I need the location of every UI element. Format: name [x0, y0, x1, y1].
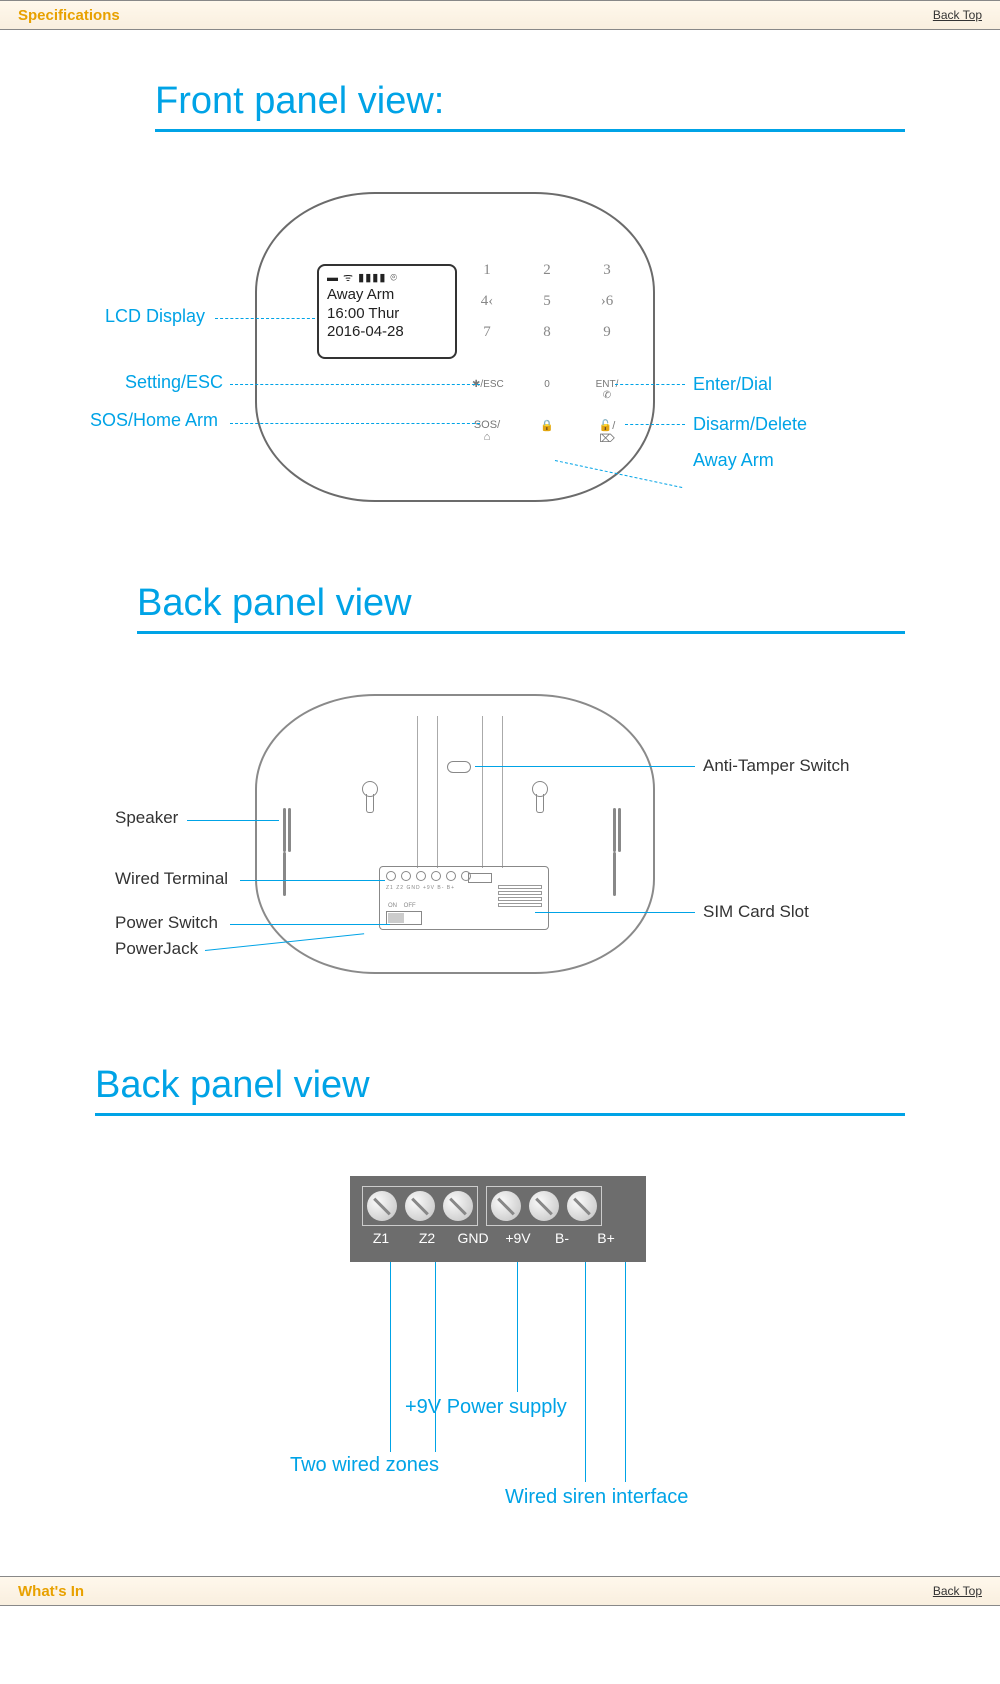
keypad: 1 2 3 4‹ 5 ›6 7 8 9	[472, 262, 622, 355]
leader	[230, 423, 480, 424]
divider	[502, 716, 503, 868]
back-diagram: Z1 Z2 GND +9V B- B+ ON OFF Speaker Wired…	[85, 694, 915, 1014]
screw-icon	[367, 1191, 397, 1221]
leader	[215, 318, 315, 319]
screw-icon	[443, 1191, 473, 1221]
callout-lcd: LCD Display	[105, 306, 205, 327]
key-arm[interactable]: 🔒	[532, 419, 562, 445]
divider	[417, 716, 418, 868]
key-4[interactable]: 4‹	[472, 293, 502, 310]
device-back: Z1 Z2 GND +9V B- B+ ON OFF	[255, 694, 655, 974]
divider	[437, 716, 438, 868]
leader	[625, 1262, 626, 1482]
term-label: Z1	[362, 1230, 400, 1246]
key-2[interactable]: 2	[532, 262, 562, 279]
term-label: B+	[588, 1230, 624, 1246]
front-title: Front panel view:	[155, 80, 915, 123]
key-0[interactable]: 0	[532, 379, 562, 401]
term-label: +9V	[500, 1230, 536, 1246]
terminal-block: Z1 Z2 GND +9V B- B+	[350, 1176, 646, 1262]
callout-zones: Two wired zones	[290, 1454, 439, 1477]
front-diagram: ▬ ᯤ ▮▮▮▮ ⌾ Away Arm 16:00 Thur 2016-04-2…	[85, 192, 915, 532]
lcd-line2: 16:00 Thur	[327, 305, 447, 324]
leader	[615, 384, 685, 385]
leader	[230, 384, 480, 385]
leader	[240, 880, 385, 881]
callout-power-supply: +9V Power supply	[405, 1396, 567, 1419]
key-8[interactable]: 8	[532, 324, 562, 341]
header-bar: Specifications Back Top	[0, 0, 1000, 30]
divider	[482, 716, 483, 868]
lcd-line3: 2016-04-28	[327, 323, 447, 342]
callout-pswitch: Power Switch	[115, 913, 218, 933]
screw-icon	[567, 1191, 597, 1221]
footer-bar: What's In Back Top	[0, 1576, 1000, 1606]
back-top-link[interactable]: Back Top	[933, 8, 982, 22]
footer-title: What's In	[18, 1583, 84, 1600]
fn-row2: SOS/⌂ 🔒 🔓/⌦	[472, 419, 622, 445]
key-7[interactable]: 7	[472, 324, 502, 341]
callout-pjack: PowerJack	[115, 939, 198, 959]
key-5[interactable]: 5	[532, 293, 562, 310]
device-front: ▬ ᯤ ▮▮▮▮ ⌾ Away Arm 16:00 Thur 2016-04-2…	[255, 192, 655, 502]
terminal-rule	[95, 1113, 905, 1116]
back-rule	[137, 631, 905, 634]
terminal-diagram: Z1 Z2 GND +9V B- B+ +9V Power supply Two…	[85, 1176, 915, 1526]
term-label: Z2	[408, 1230, 446, 1246]
callout-siren: Wired siren interface	[505, 1486, 688, 1509]
term-label: GND	[454, 1230, 492, 1246]
term-label: B-	[544, 1230, 580, 1246]
key-6[interactable]: ›6	[592, 293, 622, 310]
fn-row: ✱/ESC 0 ENT/✆	[472, 379, 622, 401]
lcd-display: ▬ ᯤ ▮▮▮▮ ⌾ Away Arm 16:00 Thur 2016-04-2…	[317, 264, 457, 359]
key-enter[interactable]: ENT/✆	[592, 379, 622, 401]
speaker-icon	[613, 808, 627, 852]
leader	[535, 912, 695, 913]
front-rule	[155, 129, 905, 132]
lcd-status-icons: ▬ ᯤ ▮▮▮▮ ⌾	[327, 272, 447, 286]
anti-tamper-switch	[447, 761, 471, 773]
terminal-box: Z1 Z2 GND +9V B- B+ ON OFF	[379, 866, 549, 930]
mount-hole-icon	[357, 781, 381, 815]
key-3[interactable]: 3	[592, 262, 622, 279]
terminal-title: Back panel view	[95, 1064, 915, 1107]
leader	[585, 1262, 586, 1482]
callout-tamper: Anti-Tamper Switch	[703, 756, 849, 776]
callout-sos: SOS/Home Arm	[90, 410, 218, 431]
key-9[interactable]: 9	[592, 324, 622, 341]
leader	[517, 1262, 518, 1392]
power-switch-icon	[386, 911, 422, 925]
mount-hole-icon	[527, 781, 551, 815]
callout-disarm: Disarm/Delete	[693, 414, 807, 435]
screw-icon	[405, 1191, 435, 1221]
usb-icon	[468, 873, 492, 883]
screw-icon	[529, 1191, 559, 1221]
callout-away: Away Arm	[693, 450, 774, 471]
callout-terminal: Wired Terminal	[115, 869, 228, 889]
callout-speaker: Speaker	[115, 808, 178, 828]
sim-slot-icon	[498, 885, 542, 923]
lcd-line1: Away Arm	[327, 286, 447, 305]
leader	[187, 820, 279, 821]
callout-sim: SIM Card Slot	[703, 902, 809, 922]
speaker-icon	[283, 808, 297, 852]
callout-esc: Setting/ESC	[125, 372, 223, 393]
key-disarm[interactable]: 🔓/⌦	[592, 419, 622, 445]
leader	[435, 1262, 436, 1452]
key-esc[interactable]: ✱/ESC	[472, 379, 502, 401]
leader	[475, 766, 695, 767]
leader	[390, 1262, 391, 1452]
back-top-link[interactable]: Back Top	[933, 1584, 982, 1598]
back-title: Back panel view	[137, 582, 915, 625]
screw-icon	[491, 1191, 521, 1221]
leader	[230, 924, 390, 925]
leader	[625, 424, 685, 425]
header-title: Specifications	[18, 7, 120, 24]
key-1[interactable]: 1	[472, 262, 502, 279]
callout-enter: Enter/Dial	[693, 374, 772, 395]
